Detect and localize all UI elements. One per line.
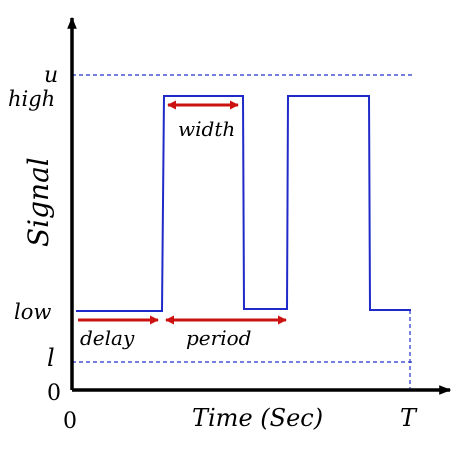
x-tick-zero: 0 <box>63 409 77 434</box>
signal-waveform <box>76 95 411 312</box>
y-tick-zero: 0 <box>47 381 61 406</box>
y-tick-l: l <box>47 344 55 372</box>
y-tick-low: low <box>14 300 51 324</box>
width-label: width <box>178 117 235 141</box>
y-tick-high: high <box>8 87 55 111</box>
y-axis-title: Signal <box>22 157 55 247</box>
delay-label: delay <box>80 326 135 350</box>
period-label: period <box>186 326 251 350</box>
x-axis-title: Time (Sec) <box>192 404 323 432</box>
x-tick-T: T <box>400 404 418 432</box>
y-tick-u: u <box>44 63 58 88</box>
